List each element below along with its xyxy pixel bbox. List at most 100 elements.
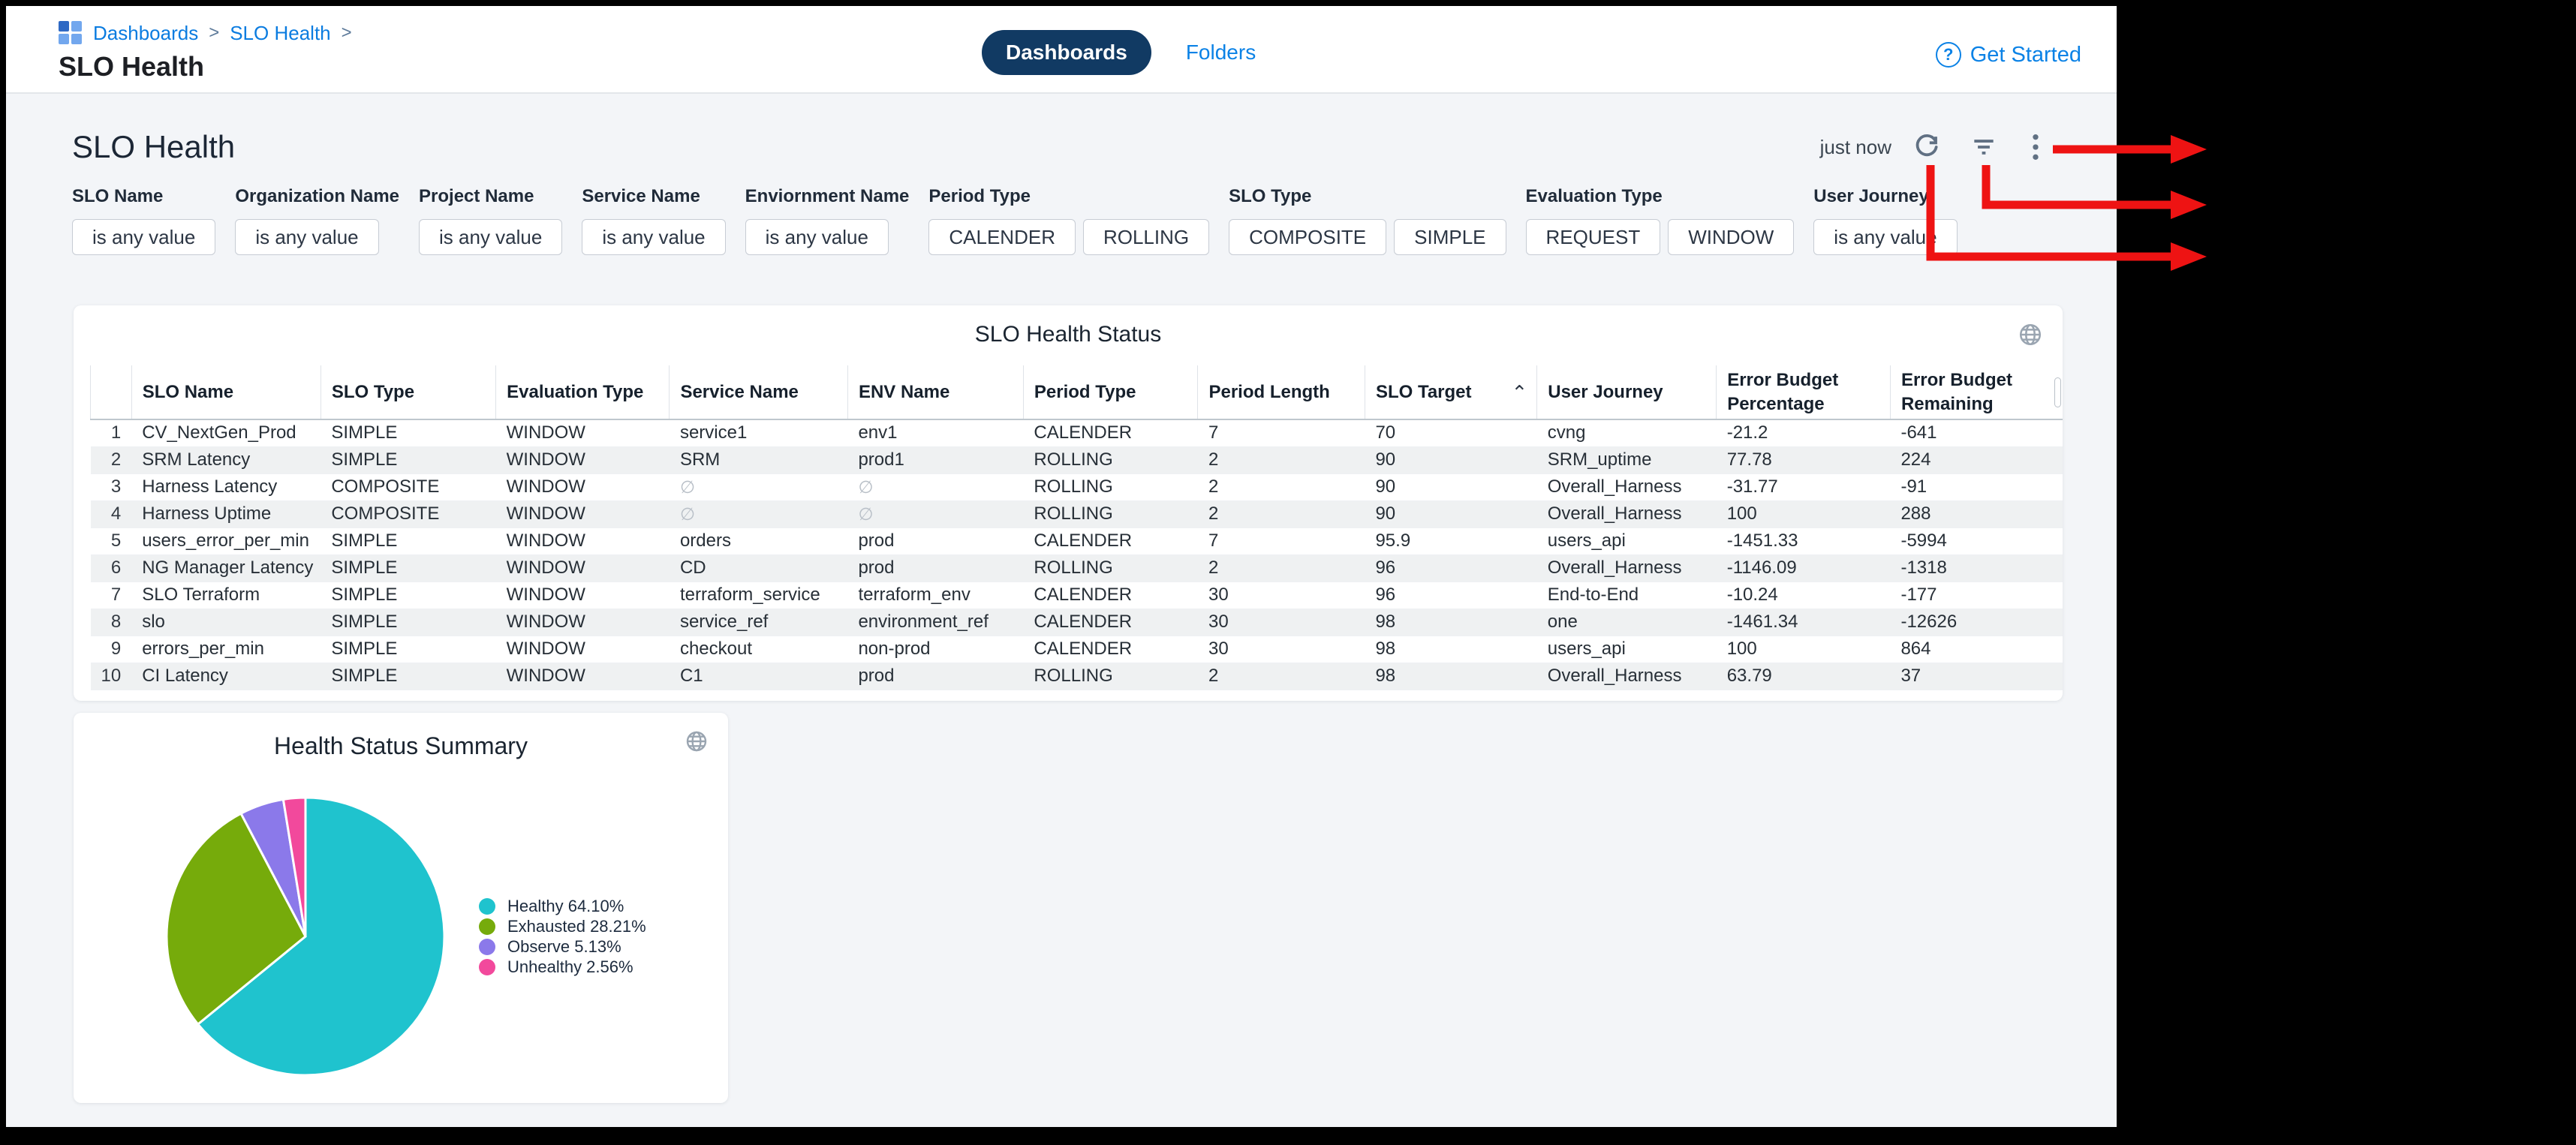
column-header-service-name[interactable]: Service Name: [669, 365, 848, 420]
filter-dropdown-project-name[interactable]: is any value: [419, 219, 563, 255]
filter-toggle-period-type-rolling[interactable]: ROLLING: [1082, 219, 1210, 255]
table-cell: WINDOW: [495, 663, 670, 690]
breadcrumb-dashboards[interactable]: Dashboards: [93, 21, 199, 44]
table-cell: 7: [1197, 419, 1365, 447]
table-cell: -1451.33: [1716, 527, 1891, 555]
column-header-slo-type[interactable]: SLO Type: [320, 365, 496, 420]
table-cell: SRM Latency: [131, 446, 321, 474]
table-row: 3 Harness Latency COMPOSITE WINDOW ∅ ∅ ROLLING…: [90, 473, 2063, 501]
table-cell: cvng: [1536, 419, 1717, 447]
refresh-icon[interactable]: [1912, 133, 1941, 161]
column-header-evaluation-type[interactable]: Evaluation Type: [495, 365, 670, 420]
breadcrumb-slo-health[interactable]: SLO Health: [230, 21, 331, 44]
filter-dropdown-slo-name[interactable]: is any value: [72, 219, 216, 255]
page-title: SLO Health: [59, 51, 205, 82]
table-title: SLO Health Status: [974, 322, 1162, 347]
filter-toggle-period-type-calender[interactable]: CALENDER: [928, 219, 1076, 255]
table-row: 5 users_error_per_min SIMPLE WINDOW orders pr…: [90, 527, 2063, 555]
column-header-error-budget-percentage[interactable]: Error Budget Percentage: [1716, 365, 1891, 420]
column-header-error-budget-remaining[interactable]: Error Budget Remaining: [1889, 365, 2063, 420]
filter-toggle-slo-type-composite[interactable]: COMPOSITE: [1229, 219, 1387, 255]
table-cell: SIMPLE: [320, 527, 496, 555]
table-cell: 90: [1365, 473, 1537, 501]
table-cell: users_api: [1536, 636, 1717, 663]
table-cell: 2: [1197, 663, 1365, 690]
column-header-slo-name[interactable]: SLO Name: [131, 365, 321, 420]
table-row: 8 slo SIMPLE WINDOW service_ref environment_r…: [90, 609, 2063, 636]
table-cell: 224: [1890, 446, 2063, 474]
filter-toggle-evaluation-type-window[interactable]: WINDOW: [1668, 219, 1795, 255]
table-row: 10 CI Latency SIMPLE WINDOW C1 prod ROLLING 2 98…: [90, 663, 2063, 690]
column-header-slo-target[interactable]: SLO Target ⌃: [1364, 365, 1537, 420]
table-cell: SIMPLE: [320, 582, 496, 609]
table-cell: service1: [669, 419, 848, 447]
filter-dropdown-service-name[interactable]: is any value: [582, 219, 726, 255]
filter-group-slo-type: SLO Type COMPOSITE SIMPLE: [1229, 186, 1506, 255]
tab-folders[interactable]: Folders: [1185, 41, 1256, 64]
table-cell: CALENDER: [1023, 609, 1198, 636]
column-header-row-number: [90, 365, 132, 420]
table-cell: Overall_Harness: [1536, 663, 1717, 690]
table-cell: 98: [1365, 609, 1537, 636]
table-cell: prod1: [847, 446, 1024, 474]
table-cell: 100: [1716, 636, 1891, 663]
table-cell: CD: [669, 554, 848, 582]
legend-item-exhausted[interactable]: Exhausted 28.21%: [479, 916, 646, 936]
get-started-link[interactable]: ? Get Started: [1935, 42, 2081, 68]
table-cell: SIMPLE: [320, 609, 496, 636]
filter-label-period-type: Period Type: [928, 186, 1031, 206]
filter-dropdown-enviornment-name[interactable]: is any value: [745, 219, 889, 255]
filter-icon[interactable]: [1970, 133, 1998, 161]
filter-toggle-evaluation-type-request[interactable]: REQUEST: [1525, 219, 1661, 255]
table-cell: SLO Terraform: [131, 582, 321, 609]
table-cell: SIMPLE: [320, 419, 496, 447]
pie-slice-unhealthy[interactable]: [281, 796, 307, 937]
tab-bar: Dashboards Folders: [982, 30, 1256, 75]
table-cell: NG Manager Latency: [131, 554, 321, 582]
pie-slice-exhausted[interactable]: [165, 812, 307, 1026]
table-scrollbar-thumb[interactable]: [2054, 377, 2061, 407]
legend-item-unhealthy[interactable]: Unhealthy 2.56%: [479, 957, 646, 977]
filter-dropdown-organization-name[interactable]: is any value: [235, 219, 379, 255]
table-cell: checkout: [669, 636, 848, 663]
legend-dot-observe: [479, 938, 495, 955]
legend-dot-exhausted: [479, 918, 495, 935]
kebab-menu-icon[interactable]: [2027, 132, 2045, 162]
filter-toggle-slo-type-simple[interactable]: SIMPLE: [1394, 219, 1506, 255]
table-cell: 30: [1197, 636, 1365, 663]
filter-dropdown-user-journey[interactable]: is any value: [1813, 219, 1958, 255]
table-cell: ROLLING: [1023, 663, 1198, 690]
filter-bar: SLO Name is any value Organization Name is …: [72, 186, 1958, 255]
table-cell: WINDOW: [495, 609, 670, 636]
table-cell: SIMPLE: [320, 446, 496, 474]
dashboard-title: SLO Health: [72, 129, 236, 164]
table-cell: -1318: [1890, 554, 2063, 582]
table-cell: 90: [1365, 500, 1537, 528]
column-header-env-name[interactable]: ENV Name: [847, 365, 1024, 420]
row-number-cell: 6: [90, 554, 132, 582]
column-header-user-journey[interactable]: User Journey: [1536, 365, 1717, 420]
filter-label-service-name: Service Name: [582, 186, 700, 206]
pie-slice-healthy[interactable]: [196, 796, 446, 1077]
table-cell: prod: [847, 663, 1024, 690]
column-header-period-type[interactable]: Period Type: [1022, 365, 1198, 420]
row-number-cell: 8: [90, 609, 132, 636]
table-cell: -1461.34: [1716, 609, 1891, 636]
health-status-summary-card: Health Status Summary Healthy 64.10% Exha…: [74, 713, 728, 1103]
legend-item-observe[interactable]: Observe 5.13%: [479, 936, 646, 957]
table-cell: -10.24: [1716, 582, 1891, 609]
table-cell: 70: [1365, 419, 1537, 447]
filter-label-evaluation-type: Evaluation Type: [1525, 186, 1663, 206]
table-cell: Overall_Harness: [1536, 554, 1717, 582]
table-cell: 2: [1197, 554, 1365, 582]
table-cell: 7: [1197, 527, 1365, 555]
table-cell: 37: [1890, 663, 2063, 690]
filter-label-slo-type: SLO Type: [1229, 186, 1312, 206]
legend-item-healthy[interactable]: Healthy 64.10%: [479, 896, 646, 916]
table-cell: ROLLING: [1023, 446, 1198, 474]
table-cell: WINDOW: [495, 554, 670, 582]
tab-dashboards[interactable]: Dashboards: [982, 30, 1151, 75]
table-row: 1 CV_NextGen_Prod SIMPLE WINDOW service1 env1…: [90, 419, 2063, 447]
column-header-period-length[interactable]: Period Length: [1197, 365, 1365, 420]
table-cell: ROLLING: [1023, 500, 1198, 528]
